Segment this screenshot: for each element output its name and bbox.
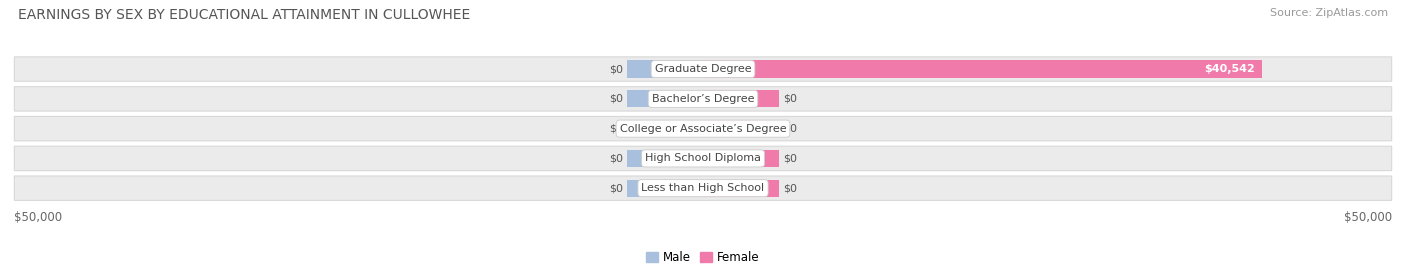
Text: $0: $0	[609, 64, 623, 74]
FancyBboxPatch shape	[14, 87, 1392, 111]
Bar	[627, 61, 703, 78]
Text: $0: $0	[783, 124, 797, 134]
Legend: Male, Female: Male, Female	[647, 251, 759, 264]
Text: Source: ZipAtlas.com: Source: ZipAtlas.com	[1270, 8, 1388, 18]
Text: $0: $0	[783, 183, 797, 193]
Bar	[627, 150, 703, 167]
Text: Bachelor’s Degree: Bachelor’s Degree	[652, 94, 754, 104]
Bar	[703, 90, 779, 107]
Text: $50,000: $50,000	[1344, 211, 1392, 224]
Text: Graduate Degree: Graduate Degree	[655, 64, 751, 74]
Text: $0: $0	[609, 153, 623, 163]
Text: College or Associate’s Degree: College or Associate’s Degree	[620, 124, 786, 134]
Text: $0: $0	[609, 183, 623, 193]
Text: High School Diploma: High School Diploma	[645, 153, 761, 163]
Text: $0: $0	[609, 94, 623, 104]
FancyBboxPatch shape	[14, 176, 1392, 200]
Bar	[703, 61, 1261, 78]
Text: $50,000: $50,000	[14, 211, 62, 224]
Text: Less than High School: Less than High School	[641, 183, 765, 193]
Text: $0: $0	[783, 153, 797, 163]
Bar	[627, 180, 703, 197]
Bar	[627, 120, 703, 137]
Bar	[703, 120, 779, 137]
Bar	[703, 180, 779, 197]
FancyBboxPatch shape	[14, 146, 1392, 171]
Text: EARNINGS BY SEX BY EDUCATIONAL ATTAINMENT IN CULLOWHEE: EARNINGS BY SEX BY EDUCATIONAL ATTAINMEN…	[18, 8, 471, 22]
Text: $0: $0	[783, 94, 797, 104]
FancyBboxPatch shape	[14, 57, 1392, 81]
Bar	[627, 90, 703, 107]
Text: $40,542: $40,542	[1204, 64, 1254, 74]
Text: $0: $0	[609, 124, 623, 134]
FancyBboxPatch shape	[14, 116, 1392, 141]
Bar	[703, 150, 779, 167]
